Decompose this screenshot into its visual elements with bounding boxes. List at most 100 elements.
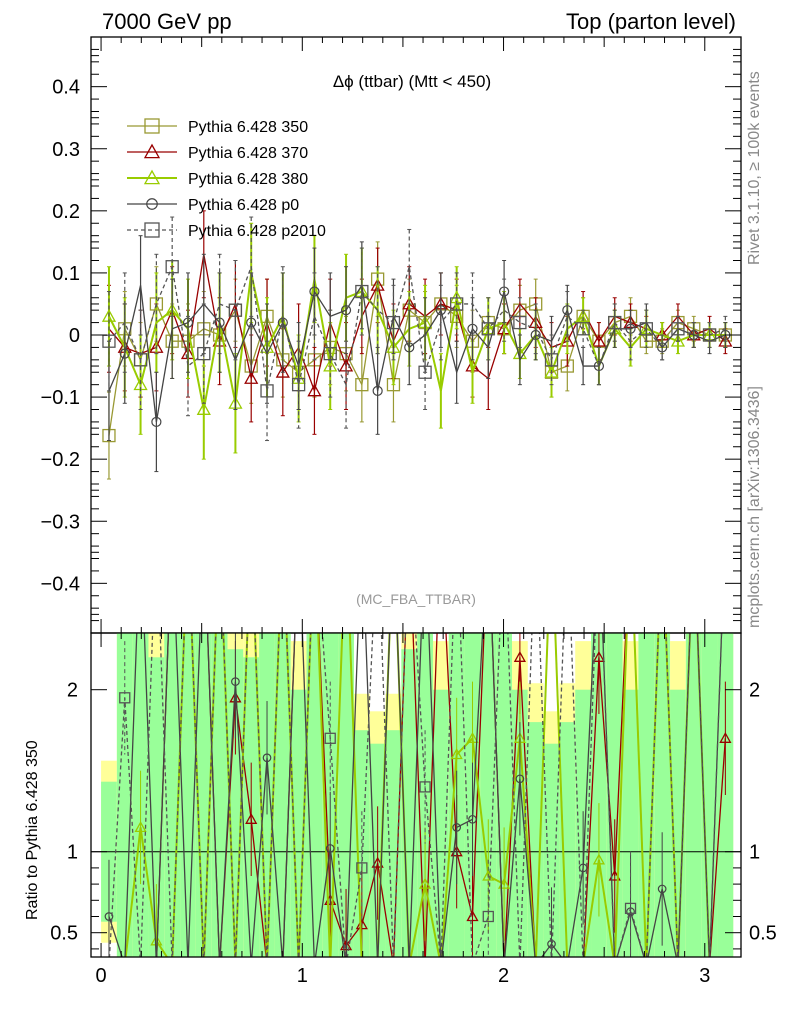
legend-entry: Pythia 6.428 p2010 [127,222,326,240]
legend: Pythia 6.428 350 Pythia 6.428 370 Pythia 6… [127,118,326,240]
band-inner [290,689,307,957]
ratio-line [108,633,723,957]
legend-marker [144,222,160,238]
data-point [702,328,717,342]
band-inner [306,633,323,957]
x-tick-label: 2 [498,965,509,987]
data-point [404,342,415,353]
series-pythia-6-428-p0 [106,235,731,473]
ratio-y-tick-label: 2 [67,680,78,702]
data-point [228,303,243,317]
ratio-point [482,869,495,881]
y-tick-label: 0.4 [52,77,80,99]
data-point [307,383,322,397]
band-inner [543,743,560,957]
data-point [591,333,607,347]
header-left: 7000 GeV pp [102,9,232,34]
data-point [246,317,257,328]
data-point [670,333,686,347]
ratio-point [468,814,477,824]
series-pythia-6-428-p2010 [102,216,728,442]
ratio-frame [90,632,742,958]
y-tick-label: −0.2 [41,449,80,471]
data-point [260,384,274,398]
ratio-point [592,650,606,662]
data-point [244,371,259,384]
analysis-watermark: (MC_FBA_TTBAR) [356,591,476,607]
data-point [196,402,211,415]
band-inner [654,633,671,957]
legend-entry: Pythia 6.428 380 [127,169,308,188]
ratio-point [592,853,606,865]
ratio-y-tick-label: 1 [67,842,78,864]
data-point [513,315,527,330]
ratio-point [515,774,525,784]
ratio-series-pythia-6-428-p2010 [108,633,723,957]
legend-entry: Pythia 6.428 370 [127,143,308,162]
ratio-point [104,912,114,921]
data-point [671,322,685,336]
band-inner [353,730,370,957]
band-inner [338,633,354,957]
ratio-series-group [104,633,732,957]
ratio-point [245,812,258,824]
legend-label: Pythia 6.428 350 [188,119,308,136]
band-inner [180,633,196,957]
series-pythia-6-428-380 [101,222,728,460]
y-tick-label: 0 [69,325,80,347]
band-inner [670,689,686,957]
x-tick-label: 1 [297,965,308,987]
data-point [386,315,401,330]
band-inner [622,689,639,957]
data-point [197,346,211,361]
series-pythia-6-428-350 [102,241,733,480]
ratio-point [356,862,368,874]
data-point [151,416,162,428]
data-point [639,322,653,336]
band-inner [116,633,133,957]
ratio-point [624,902,637,915]
band-inner [685,633,702,957]
data-point [355,284,369,299]
header-right: Top (parton level) [566,9,736,34]
ratio-point [119,692,131,704]
ratio-y-tick-label: 0.5 [50,923,78,945]
ratio-ylabel: Ratio to Pythia 6.428 350 [24,740,41,920]
ratio-point [466,731,479,743]
legend-marker [144,118,160,134]
data-point [481,322,495,336]
x-tick-label: 3 [699,965,710,987]
legend-label: Pythia 6.428 380 [188,171,308,188]
ratio-point [419,781,431,793]
data-point [450,297,464,311]
legend-marker [143,169,161,185]
legend-marker [143,143,161,159]
band-inner [559,722,576,957]
ratio-point [482,910,494,923]
ratio-point [719,731,732,743]
y-tick-label: 0.2 [52,201,80,223]
ratio-y-tick-label-right: 1 [749,842,760,864]
band-inner [385,730,402,957]
data-point [355,378,369,392]
y-tick-label: −0.3 [41,511,80,533]
ratio-point [325,844,335,853]
main-panel: −0.4 −0.3 −0.2 −0.1 0 0.1 0.2 0.3 0.4 [41,36,742,634]
data-point [576,322,590,336]
band-inner [148,657,165,957]
data-point [418,365,432,379]
data-point [372,385,383,396]
ratio-point [134,821,147,833]
data-point [323,346,337,361]
band-inner [211,633,228,957]
ratio-y-tick-label-right: 0.5 [749,923,777,945]
data-point [608,315,622,330]
ratio-point [231,677,240,686]
series-line [108,272,726,410]
data-point [544,353,559,367]
rivet-label: Rivet 3.1.10, ≥ 100k events [746,71,763,265]
y-tick-label: 0.3 [52,139,80,161]
legend-marker [146,198,158,210]
ratio-point [324,732,336,744]
